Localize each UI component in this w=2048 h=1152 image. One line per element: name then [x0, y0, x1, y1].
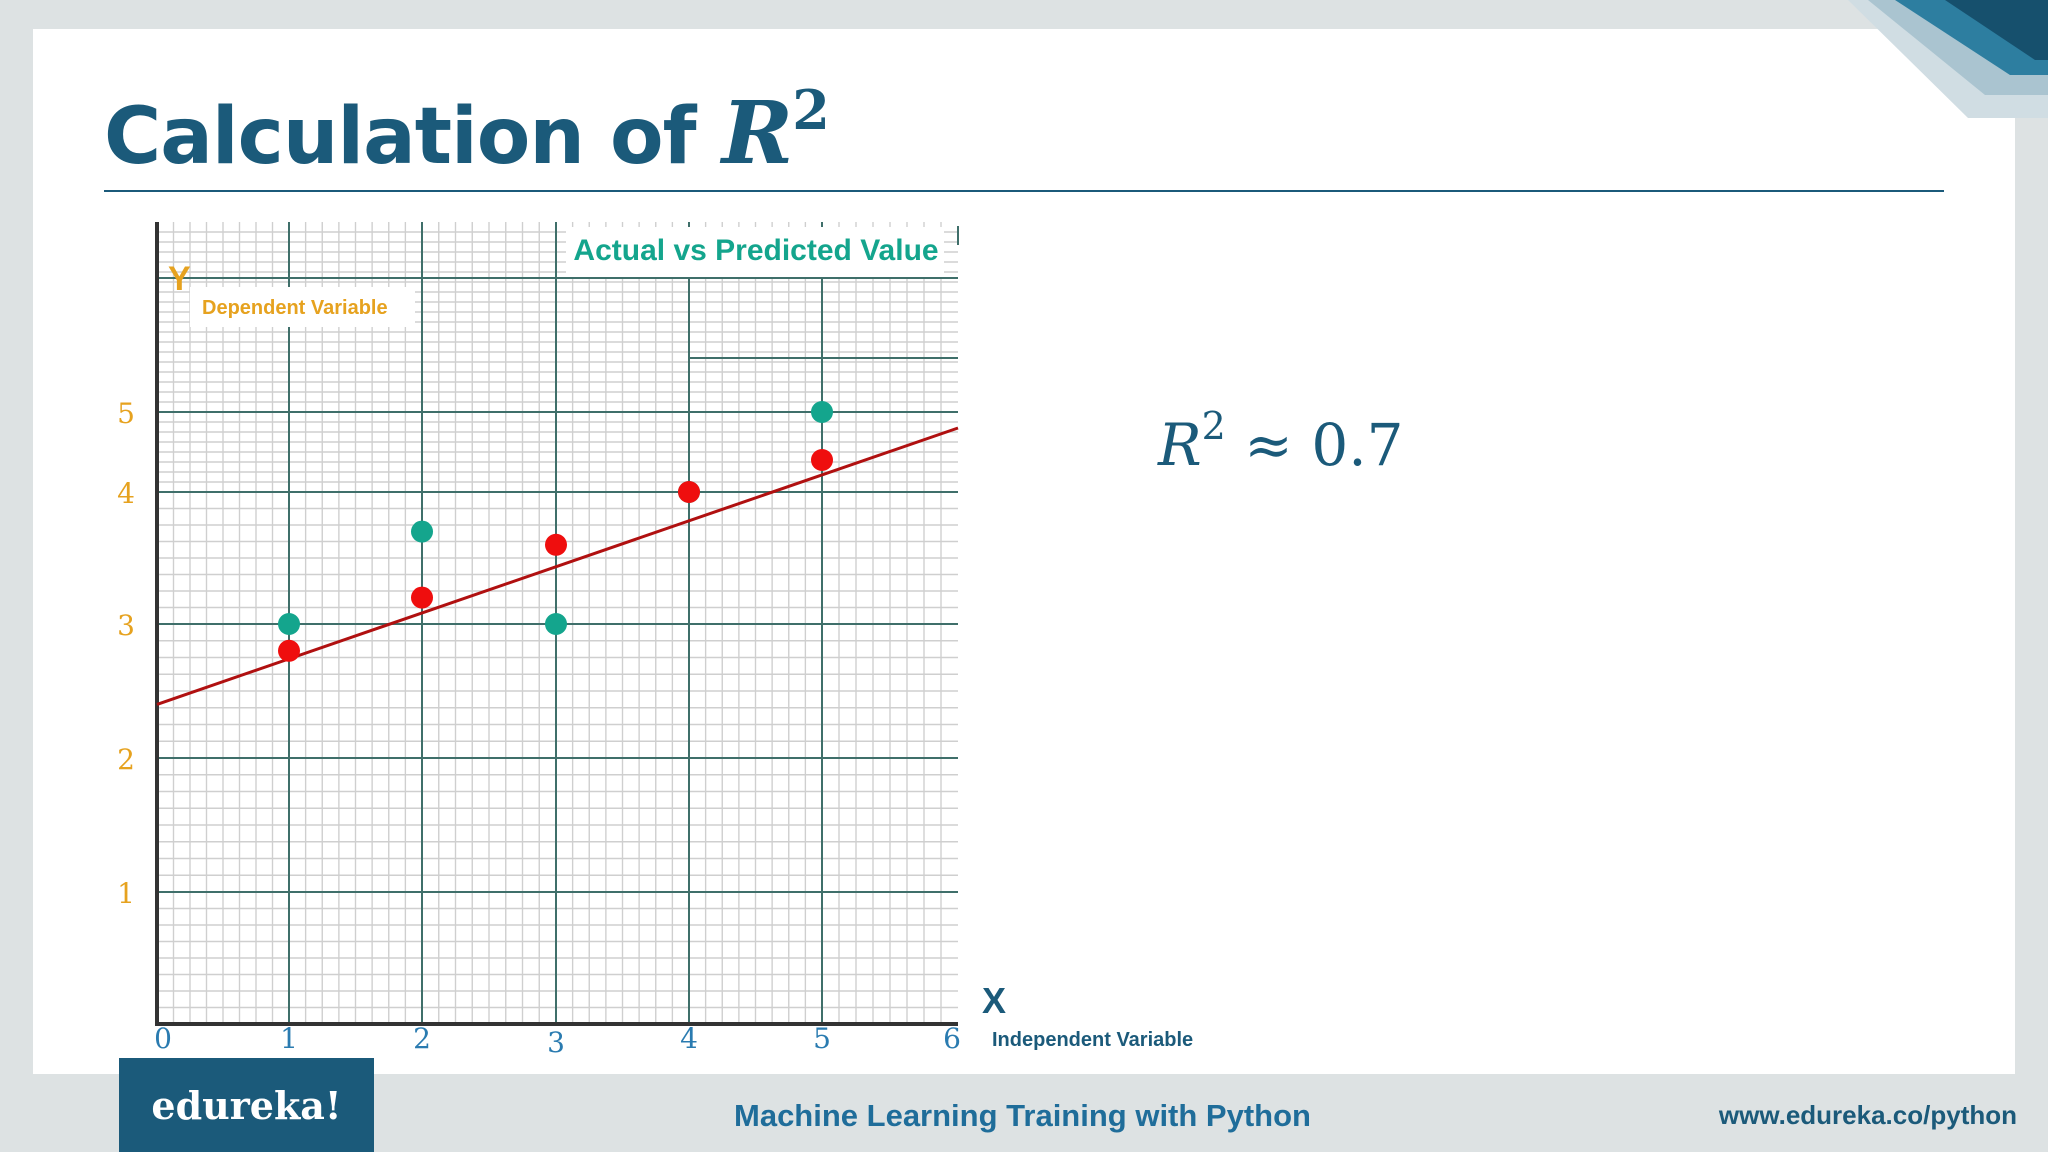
- slide-canvas: [33, 29, 2015, 1074]
- title-math-var: R2: [721, 78, 830, 184]
- y-axis-letter: Y: [168, 260, 191, 298]
- y-tick-label: 5: [117, 397, 135, 430]
- chart-title-bg: [566, 227, 944, 277]
- footer-course-title: Machine Learning Training with Python: [734, 1098, 1311, 1133]
- chart-title: Actual vs Predicted Value: [573, 234, 938, 267]
- slide-title: Calculation of R2: [104, 78, 830, 184]
- chart-axes: [155, 222, 958, 1026]
- y-tick-labels: 1 2 3 4 5: [117, 397, 135, 910]
- x-tick-label: 1: [280, 1022, 298, 1055]
- title-rule: [104, 190, 1944, 192]
- y-tick-label: 1: [117, 877, 135, 910]
- predicted-point: [678, 481, 700, 503]
- predicted-point: [811, 449, 833, 471]
- data-points: [278, 401, 833, 662]
- predicted-point: [411, 586, 433, 609]
- x-tick-label: 2: [413, 1022, 431, 1055]
- y-tick-label: 4: [117, 477, 135, 510]
- predicted-point: [545, 533, 567, 556]
- regression-line-group: [156, 426, 959, 706]
- regression-line: [156, 426, 959, 706]
- y-tick-label: 3: [117, 609, 135, 642]
- actual-point: [545, 613, 567, 635]
- y-label-bg: [190, 287, 415, 327]
- grid-extra: [689, 226, 959, 359]
- x-tick-label: 5: [813, 1022, 831, 1055]
- actual-point: [411, 520, 433, 543]
- x-tick-labels: 0 1 2 3 4 5 6: [154, 1022, 961, 1059]
- x-tick-label: 0: [154, 1022, 172, 1055]
- edureka-logo: edureka!: [119, 1058, 374, 1152]
- actual-point: [811, 401, 833, 423]
- r-squared-value: R2 ≈ 0.7: [1158, 404, 1404, 479]
- title-text: Calculation of: [104, 92, 697, 182]
- actual-point: [278, 613, 300, 635]
- y-axis-label: Dependent Variable: [202, 297, 388, 319]
- footer-url: www.edureka.co/python: [1718, 1100, 2017, 1130]
- x-axis-letter: X: [982, 980, 1006, 1021]
- x-tick-label: 3: [547, 1026, 565, 1059]
- logo-text: edureka!: [151, 1082, 342, 1128]
- x-tick-label: 6: [943, 1022, 961, 1055]
- x-tick-label: 4: [680, 1022, 698, 1055]
- y-tick-label: 2: [117, 743, 135, 776]
- predicted-point: [278, 639, 300, 662]
- x-axis-label: Independent Variable: [992, 1029, 1193, 1051]
